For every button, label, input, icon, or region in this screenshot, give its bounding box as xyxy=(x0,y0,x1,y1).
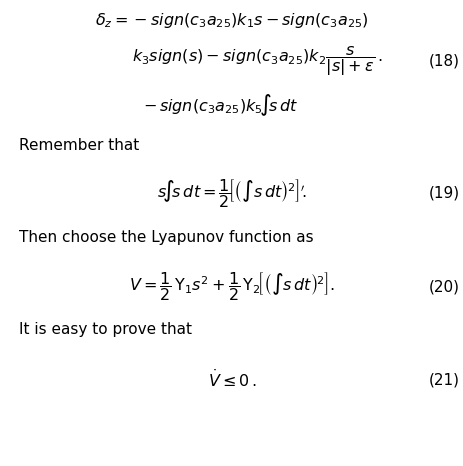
Text: (20): (20) xyxy=(428,279,459,294)
Text: $\delta_z = -sign(c_3 a_{25})k_1 s - sign(c_3 a_{25})$: $\delta_z = -sign(c_3 a_{25})k_1 s - sig… xyxy=(95,12,368,30)
Text: $-\,sign(c_3 a_{25})k_5\!\int\! s\, dt$: $-\,sign(c_3 a_{25})k_5\!\int\! s\, dt$ xyxy=(142,92,298,118)
Text: (19): (19) xyxy=(428,186,459,201)
Text: Then choose the Lyapunov function as: Then choose the Lyapunov function as xyxy=(19,230,313,245)
Text: $V = \dfrac{1}{2}\,\Upsilon_1 s^2 + \dfrac{1}{2}\,\Upsilon_2\!\left[\left(\int s: $V = \dfrac{1}{2}\,\Upsilon_1 s^2 + \dfr… xyxy=(129,270,334,303)
Text: (18): (18) xyxy=(428,53,459,68)
Text: (21): (21) xyxy=(428,372,459,387)
Text: $s\!\int\! s\,dt = \dfrac{1}{2}\!\left[\left(\int s\,dt\right)^{\!2}\right]'\!.$: $s\!\int\! s\,dt = \dfrac{1}{2}\!\left[\… xyxy=(157,177,306,210)
Text: $k_3 sign(s) - sign(c_3 a_{25})k_2 \dfrac{s}{|s|+\varepsilon}\,.$: $k_3 sign(s) - sign(c_3 a_{25})k_2 \dfra… xyxy=(131,44,382,77)
Text: Remember that: Remember that xyxy=(19,138,138,153)
Text: It is easy to prove that: It is easy to prove that xyxy=(19,322,191,337)
Text: $\dot{V} \leq 0\,.$: $\dot{V} \leq 0\,.$ xyxy=(207,369,256,391)
